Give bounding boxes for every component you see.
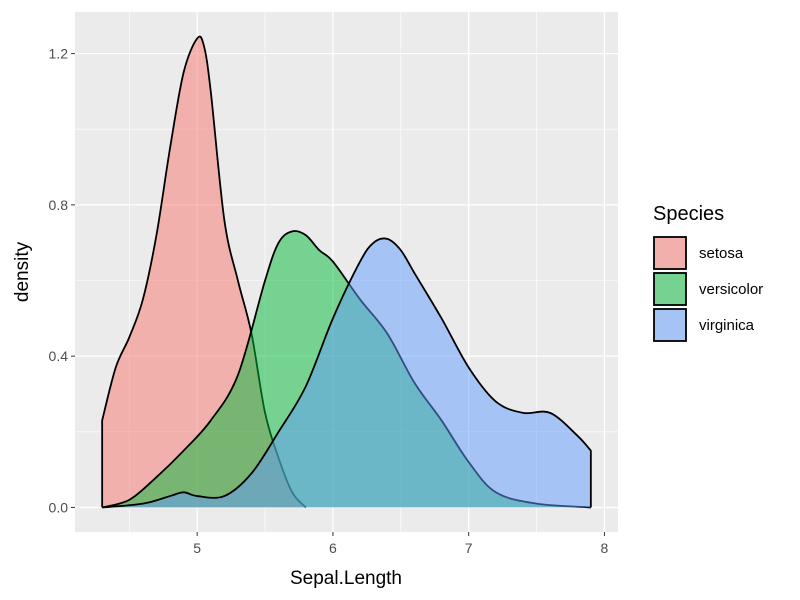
x-tick-label: 6 (329, 540, 337, 556)
y-tick-label: 0.0 (49, 499, 69, 515)
legend-swatch-setosa (653, 236, 687, 270)
legend-swatch-versicolor (653, 272, 687, 306)
y-tick-label: 0.4 (49, 348, 69, 364)
x-tick-label: 5 (193, 540, 201, 556)
x-tick-label: 8 (601, 540, 609, 556)
legend-item-virginica: virginica (653, 308, 755, 342)
x-axis: 5 6 7 8 (193, 532, 609, 556)
x-tick-label: 7 (465, 540, 473, 556)
y-axis-title: density (12, 241, 33, 302)
legend-swatch-virginica (653, 308, 687, 342)
legend-title: Species (653, 203, 724, 225)
density-area-virginica (102, 238, 591, 508)
legend-item-setosa: setosa (653, 236, 744, 270)
legend-label-virginica: virginica (699, 317, 755, 334)
legend-label-setosa: setosa (699, 245, 744, 262)
series-layer (101, 35, 592, 509)
density-outline-virginica (102, 237, 592, 509)
y-tick-label: 0.8 (49, 197, 69, 213)
y-axis: 0.0 0.4 0.8 1.2 (49, 46, 75, 515)
y-tick-label: 1.2 (49, 46, 69, 62)
legend-items: setosa versicolor virginica (653, 236, 763, 342)
legend-item-versicolor: versicolor (653, 272, 763, 306)
legend-label-versicolor: versicolor (699, 281, 763, 298)
legend: Species setosa versicolor virginica (653, 203, 763, 342)
density-series-virginica (102, 237, 592, 509)
x-axis-title: Sepal.Length (290, 568, 402, 589)
